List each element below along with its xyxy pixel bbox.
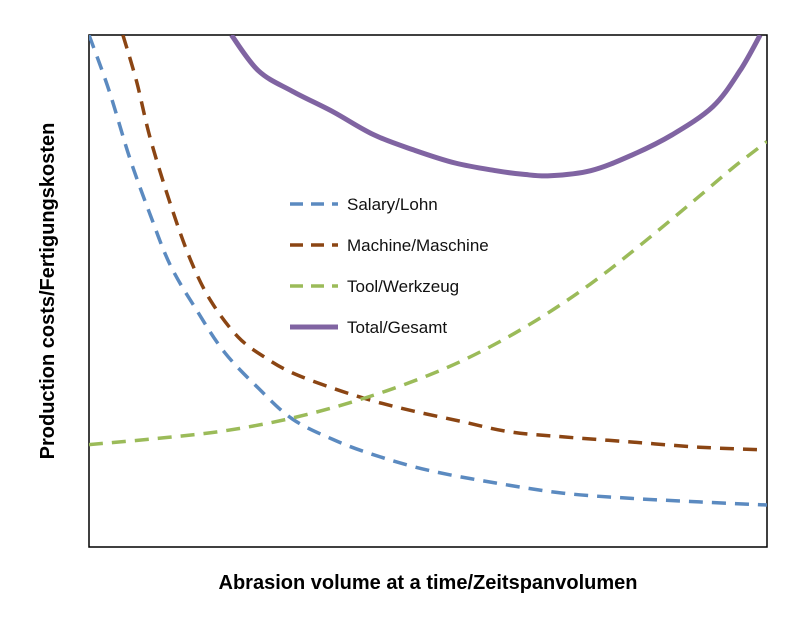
legend-label-1: Machine/Maschine bbox=[347, 236, 489, 255]
plot-area-frame bbox=[88, 34, 768, 548]
series-line-2 bbox=[89, 140, 767, 447]
legend-label-0: Salary/Lohn bbox=[347, 195, 438, 214]
series-layer bbox=[89, 35, 767, 507]
y-axis-title: Production costs/Fertigungskosten bbox=[37, 123, 59, 460]
legend: Salary/Lohn Machine/Maschine Tool/Werkzeug… bbox=[290, 195, 489, 337]
legend-label-2: Tool/Werkzeug bbox=[347, 277, 459, 296]
series-line-0 bbox=[89, 35, 767, 507]
series-line-3 bbox=[229, 35, 763, 179]
series-line-1 bbox=[121, 35, 761, 452]
x-axis-title: Abrasion volume at a time/Zeitspanvolume… bbox=[219, 572, 638, 594]
legend-label-3: Total/Gesamt bbox=[347, 318, 447, 337]
